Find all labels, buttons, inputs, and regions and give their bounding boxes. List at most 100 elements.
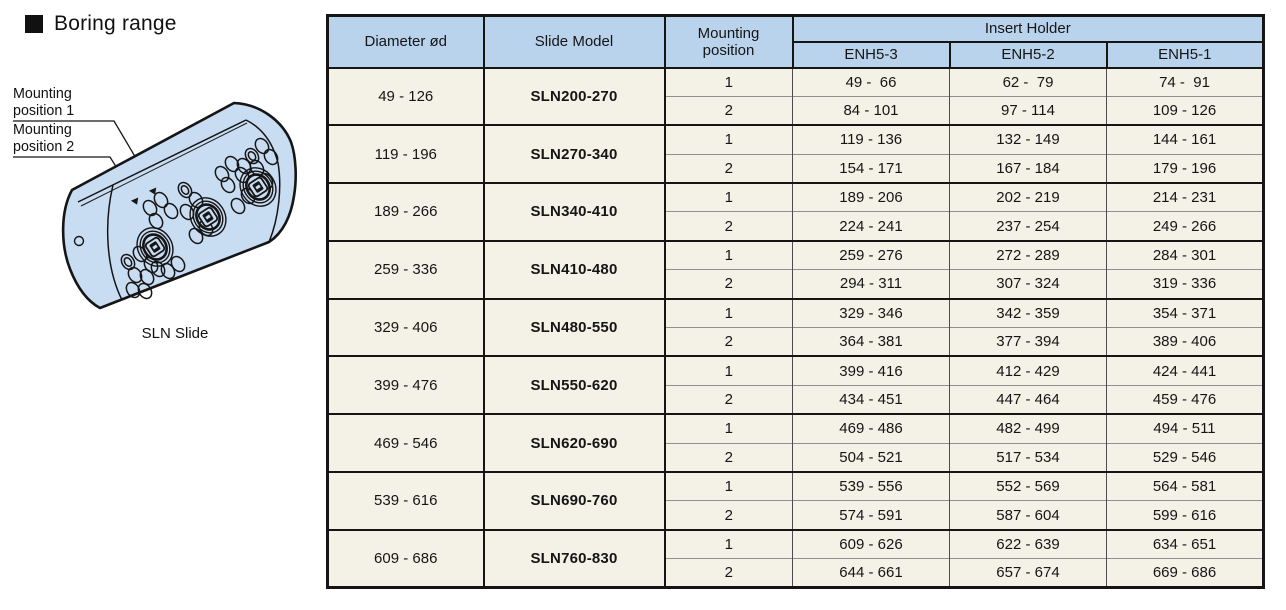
enh5-1-range-cell: 214 - 231 — [1106, 182, 1264, 212]
diameter-range-cell: 469 - 546 — [327, 413, 485, 472]
enh5-2-range-cell: 482 - 499 — [949, 413, 1107, 444]
column-header-diameter: Diameter ød — [326, 14, 485, 69]
table-row: 2 84 - 101 97 - 114 109 - 126 — [328, 95, 1264, 126]
mounting-position-cell: 1 — [664, 413, 793, 444]
table-row: 2 294 - 311 307 - 324 319 - 336 — [328, 269, 1264, 299]
mounting-position-1-label-line1: Mounting — [13, 86, 72, 102]
diameter-range-cell: 399 - 476 — [327, 355, 485, 415]
mounting-position-cell: 1 — [664, 239, 793, 270]
table-row: 2 154 - 171 167 - 184 179 - 196 — [328, 153, 1264, 184]
column-header-enh5-1: ENH5-1 — [1105, 40, 1265, 69]
cap-hole — [73, 235, 85, 247]
column-header-mounting-position: Mounting position — [663, 14, 794, 69]
diameter-range-cell: 329 - 406 — [327, 297, 485, 357]
mounting-position-cell: 1 — [664, 528, 793, 559]
insert-bores — [136, 167, 277, 267]
mounting-position-markers — [130, 187, 157, 205]
table-row: 2 364 - 381 377 - 394 389 - 406 — [328, 327, 1264, 357]
enh5-2-range-cell: 657 - 674 — [949, 558, 1107, 588]
illustration-caption: SLN Slide — [141, 325, 209, 342]
mounting-position-cell: 2 — [664, 327, 793, 357]
slide-model-cell: SLN550-620 — [483, 355, 666, 415]
slide-body — [61, 101, 297, 310]
diameter-range-cell: 189 - 266 — [327, 182, 485, 241]
mounting-position-cell: 2 — [664, 500, 793, 530]
enh5-1-range-cell: 249 - 266 — [1106, 211, 1264, 241]
enh5-2-range-cell: 622 - 639 — [949, 528, 1107, 559]
enh5-3-range-cell: 224 - 241 — [792, 211, 950, 241]
mounting-position-1-label-line2: position 1 — [13, 103, 74, 119]
insert-bore — [239, 167, 277, 207]
slide-model-cell: SLN410-480 — [483, 239, 666, 299]
mounting-position-cell: 2 — [664, 384, 793, 415]
diameter-range-cell: 609 - 686 — [327, 528, 485, 588]
mounting-position-cell: 2 — [664, 442, 793, 472]
enh5-3-range-cell: 329 - 346 — [792, 297, 950, 328]
mounting-position-cell: 1 — [664, 182, 793, 212]
enh5-1-range-cell: 459 - 476 — [1106, 384, 1264, 415]
slide-model-cell: SLN760-830 — [483, 528, 666, 588]
table-row: 259 - 336 SLN410-480 1 259 - 276 272 - 289 28… — [327, 239, 1264, 299]
enh5-2-range-cell: 552 - 569 — [949, 470, 1107, 501]
enh5-1-range-cell: 319 - 336 — [1106, 269, 1264, 299]
insert-bore — [136, 227, 174, 267]
enh5-1-range-cell: 74 - 91 — [1106, 66, 1264, 97]
enh5-3-range-cell: 294 - 311 — [792, 269, 950, 299]
enh5-1-range-cell: 109 - 126 — [1106, 95, 1264, 126]
table-header: Diameter ød Slide Model Mounting positio… — [326, 14, 1265, 69]
column-header-insert-holder: Insert Holder — [791, 14, 1265, 43]
enh5-3-range-cell: 504 - 521 — [792, 442, 950, 472]
mounting-position-2-label-line2: position 2 — [13, 139, 74, 155]
enh5-1-range-cell: 564 - 581 — [1106, 470, 1264, 501]
enh5-3-range-cell: 574 - 591 — [792, 500, 950, 530]
enh5-2-range-cell: 272 - 289 — [949, 239, 1107, 270]
enh5-3-range-cell: 259 - 276 — [792, 239, 950, 270]
enh5-2-range-cell: 132 - 149 — [949, 124, 1107, 155]
slide-model-cell: SLN690-760 — [483, 470, 666, 530]
enh5-3-range-cell: 84 - 101 — [792, 95, 950, 126]
enh5-3-range-cell: 644 - 661 — [792, 558, 950, 588]
enh5-3-range-cell: 434 - 451 — [792, 384, 950, 415]
enh5-2-range-cell: 377 - 394 — [949, 327, 1107, 357]
table-row: 539 - 616 SLN690-760 1 539 - 556 552 - 569 56… — [327, 470, 1264, 530]
slide-model-cell: SLN200-270 — [483, 66, 666, 126]
slide-model-cell: SLN270-340 — [483, 124, 666, 184]
mounting-position-cell: 1 — [664, 297, 793, 328]
table-row: 2 644 - 661 657 - 674 669 - 686 — [328, 558, 1264, 588]
enh5-2-range-cell: 62 - 79 — [949, 66, 1107, 97]
enh5-3-range-cell: 399 - 416 — [792, 355, 950, 386]
table-body: 49 - 126 SLN200-270 1 49 - 66 62 - 79 74 - 91… — [327, 66, 1264, 588]
sln-slide-illustration: Mounting position 1 Mounting position 2 — [13, 86, 297, 310]
mounting-position-2-label-line1: Mounting — [13, 122, 72, 138]
mounting-position-cell: 2 — [664, 269, 793, 299]
mounting-position-2-marker-icon — [130, 197, 139, 205]
enh5-3-range-cell: 469 - 486 — [792, 413, 950, 444]
table-row: 469 - 546 SLN620-690 1 469 - 486 482 - 499 49… — [327, 413, 1264, 472]
table-row: 2 434 - 451 447 - 464 459 - 476 — [328, 384, 1264, 415]
enh5-1-range-cell: 669 - 686 — [1106, 558, 1264, 588]
enh5-2-range-cell: 97 - 114 — [949, 95, 1107, 126]
enh5-3-range-cell: 49 - 66 — [792, 66, 950, 97]
mounting-position-cell: 1 — [664, 355, 793, 386]
mounting-position-cell: 1 — [664, 470, 793, 501]
section-heading: Boring range — [25, 12, 177, 36]
enh5-3-range-cell: 154 - 171 — [792, 153, 950, 184]
enh5-2-range-cell: 517 - 534 — [949, 442, 1107, 472]
table-row: 609 - 686 SLN760-830 1 609 - 626 622 - 639 63… — [327, 528, 1264, 588]
slide-model-cell: SLN340-410 — [483, 182, 666, 241]
mounting-position-cell: 2 — [664, 153, 793, 184]
enh5-2-range-cell: 587 - 604 — [949, 500, 1107, 530]
slide-model-cell: SLN620-690 — [483, 413, 666, 472]
slide-model-cell: SLN480-550 — [483, 297, 666, 357]
section-title: Boring range — [54, 12, 177, 35]
enh5-1-range-cell: 179 - 196 — [1106, 153, 1264, 184]
enh5-3-range-cell: 364 - 381 — [792, 327, 950, 357]
table-row: 329 - 406 SLN480-550 1 329 - 346 342 - 359 35… — [327, 297, 1264, 357]
enh5-2-range-cell: 202 - 219 — [949, 182, 1107, 212]
boring-range-table: Diameter ød Slide Model Mounting positio… — [326, 14, 1266, 590]
heading-square-icon — [25, 15, 43, 33]
enh5-3-range-cell: 189 - 206 — [792, 182, 950, 212]
mounting-position-cell: 1 — [664, 66, 793, 97]
enh5-3-range-cell: 539 - 556 — [792, 470, 950, 501]
